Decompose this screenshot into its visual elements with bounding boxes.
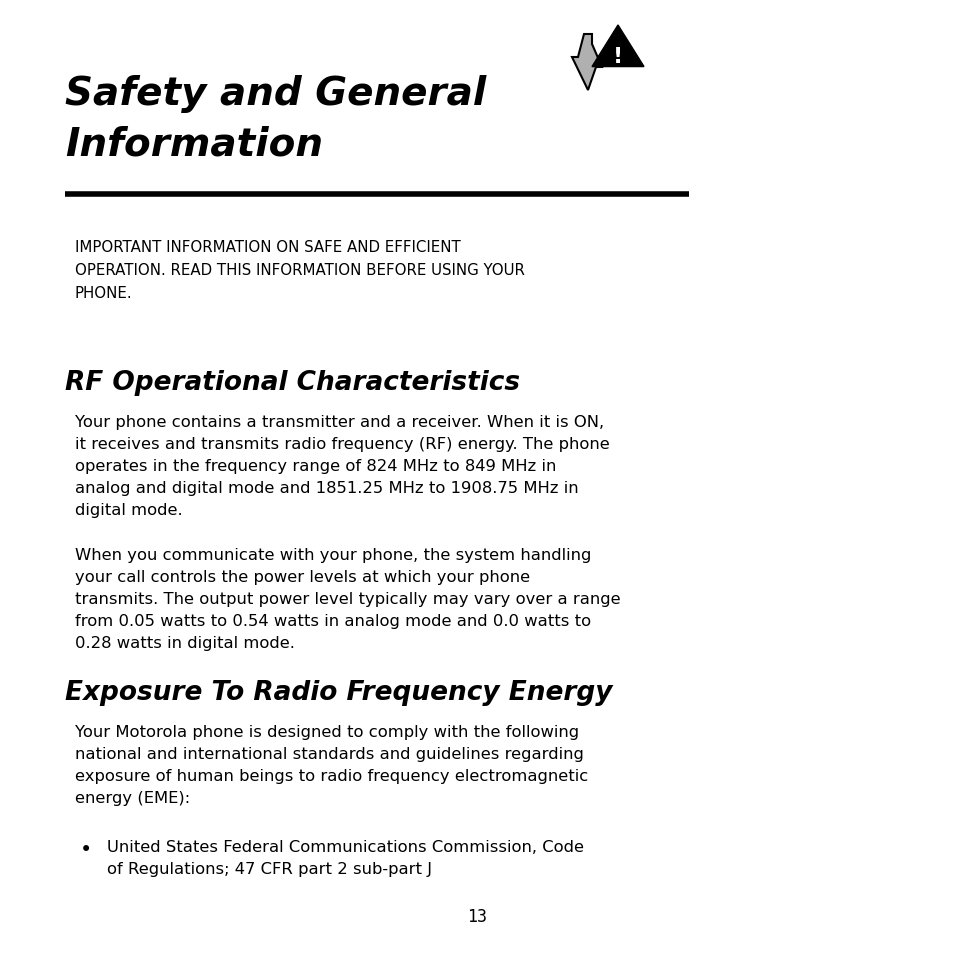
Text: When you communicate with your phone, the system handling
your call controls the: When you communicate with your phone, th… [74, 547, 619, 650]
Polygon shape [592, 26, 643, 68]
Text: Information: Information [65, 125, 322, 163]
Polygon shape [572, 35, 601, 91]
Text: Safety and General: Safety and General [65, 75, 486, 112]
Text: 13: 13 [467, 907, 486, 925]
Text: Exposure To Radio Frequency Energy: Exposure To Radio Frequency Energy [65, 679, 612, 705]
Text: IMPORTANT INFORMATION ON SAFE AND EFFICIENT
OPERATION. READ THIS INFORMATION BEF: IMPORTANT INFORMATION ON SAFE AND EFFICI… [74, 240, 524, 300]
Text: Your phone contains a transmitter and a receiver. When it is ON,
it receives and: Your phone contains a transmitter and a … [74, 415, 609, 517]
Text: United States Federal Communications Commission, Code
of Regulations; 47 CFR par: United States Federal Communications Com… [107, 840, 583, 876]
Text: RF Operational Characteristics: RF Operational Characteristics [65, 370, 519, 395]
Text: •: • [80, 840, 92, 859]
Text: Your Motorola phone is designed to comply with the following
national and intern: Your Motorola phone is designed to compl… [74, 724, 587, 805]
Text: !: ! [612, 47, 622, 67]
